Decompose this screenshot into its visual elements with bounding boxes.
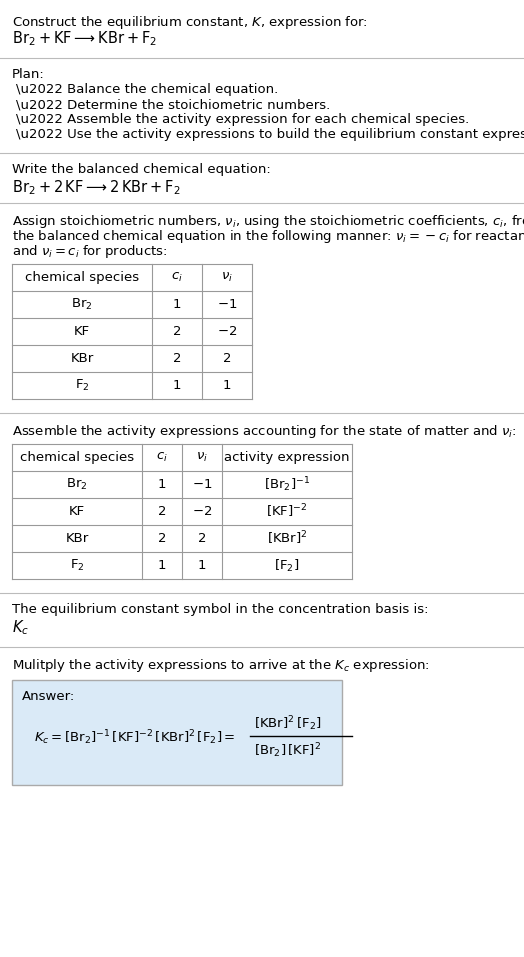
Text: 2: 2 xyxy=(198,532,206,545)
Text: \u2022 Assemble the activity expression for each chemical species.: \u2022 Assemble the activity expression … xyxy=(16,113,470,126)
Text: $\mathrm{Br_2 + KF \longrightarrow KBr + F_2}$: $\mathrm{Br_2 + KF \longrightarrow KBr +… xyxy=(12,29,157,48)
Text: chemical species: chemical species xyxy=(25,271,139,284)
Text: $[\mathrm{KF}]^{-2}$: $[\mathrm{KF}]^{-2}$ xyxy=(266,502,308,521)
Text: Answer:: Answer: xyxy=(22,690,75,703)
Text: $\mathrm{F_2}$: $\mathrm{F_2}$ xyxy=(70,558,84,573)
Text: $K_c = [\mathrm{Br_2}]^{-1}\,[\mathrm{KF}]^{-2}\,[\mathrm{KBr}]^2\,[\mathrm{F_2}: $K_c = [\mathrm{Br_2}]^{-1}\,[\mathrm{KF… xyxy=(34,728,235,746)
Text: $c_i$: $c_i$ xyxy=(156,451,168,464)
Text: 1: 1 xyxy=(173,298,181,311)
Text: Assemble the activity expressions accounting for the state of matter and $\nu_i$: Assemble the activity expressions accoun… xyxy=(12,423,517,440)
Text: $-2$: $-2$ xyxy=(192,505,212,518)
Text: KBr: KBr xyxy=(70,352,94,365)
Text: 2: 2 xyxy=(158,505,166,518)
Text: 1: 1 xyxy=(223,379,231,392)
Text: \u2022 Balance the chemical equation.: \u2022 Balance the chemical equation. xyxy=(16,83,278,96)
Text: $[\mathrm{Br_2}]^{-1}$: $[\mathrm{Br_2}]^{-1}$ xyxy=(264,475,310,494)
Text: the balanced chemical equation in the following manner: $\nu_i = -c_i$ for react: the balanced chemical equation in the fo… xyxy=(12,228,524,245)
Text: 2: 2 xyxy=(173,325,181,338)
Text: $K_c$: $K_c$ xyxy=(12,618,29,636)
Text: and $\nu_i = c_i$ for products:: and $\nu_i = c_i$ for products: xyxy=(12,243,168,260)
Text: $[\mathrm{Br_2}]\,[\mathrm{KF}]^2$: $[\mathrm{Br_2}]\,[\mathrm{KF}]^2$ xyxy=(254,741,321,760)
Text: Plan:: Plan: xyxy=(12,68,45,81)
Text: $\mathrm{Br_2}$: $\mathrm{Br_2}$ xyxy=(66,477,88,492)
Text: $[\mathrm{KBr}]^2$: $[\mathrm{KBr}]^2$ xyxy=(267,530,307,547)
Text: $-1$: $-1$ xyxy=(192,478,212,491)
Text: $\mathrm{Br_2 + 2\,KF \longrightarrow 2\,KBr + F_2}$: $\mathrm{Br_2 + 2\,KF \longrightarrow 2\… xyxy=(12,178,181,197)
FancyBboxPatch shape xyxy=(12,680,342,785)
Text: KF: KF xyxy=(74,325,90,338)
Text: 2: 2 xyxy=(223,352,231,365)
Text: Write the balanced chemical equation:: Write the balanced chemical equation: xyxy=(12,163,271,176)
Text: chemical species: chemical species xyxy=(20,451,134,464)
Text: 1: 1 xyxy=(158,478,166,491)
Text: \u2022 Determine the stoichiometric numbers.: \u2022 Determine the stoichiometric numb… xyxy=(16,98,330,111)
Text: KBr: KBr xyxy=(66,532,89,545)
Text: 1: 1 xyxy=(158,559,166,572)
Text: $\nu_i$: $\nu_i$ xyxy=(196,451,208,464)
Text: 1: 1 xyxy=(198,559,206,572)
Text: 1: 1 xyxy=(173,379,181,392)
Text: 2: 2 xyxy=(158,532,166,545)
Text: Construct the equilibrium constant, $K$, expression for:: Construct the equilibrium constant, $K$,… xyxy=(12,14,368,31)
Text: $\mathrm{F_2}$: $\mathrm{F_2}$ xyxy=(75,378,89,393)
Text: \u2022 Use the activity expressions to build the equilibrium constant expression: \u2022 Use the activity expressions to b… xyxy=(16,128,524,141)
Text: $-1$: $-1$ xyxy=(217,298,237,311)
Text: $\nu_i$: $\nu_i$ xyxy=(221,271,233,284)
Text: $c_i$: $c_i$ xyxy=(171,271,183,284)
Text: KF: KF xyxy=(69,505,85,518)
Text: Assign stoichiometric numbers, $\nu_i$, using the stoichiometric coefficients, $: Assign stoichiometric numbers, $\nu_i$, … xyxy=(12,213,524,230)
Text: Mulitply the activity expressions to arrive at the $K_c$ expression:: Mulitply the activity expressions to arr… xyxy=(12,657,430,674)
Text: 2: 2 xyxy=(173,352,181,365)
Text: $\mathrm{Br_2}$: $\mathrm{Br_2}$ xyxy=(71,297,93,312)
Text: $[\mathrm{KBr}]^2\,[\mathrm{F_2}]$: $[\mathrm{KBr}]^2\,[\mathrm{F_2}]$ xyxy=(254,714,321,733)
Text: $-2$: $-2$ xyxy=(217,325,237,338)
Text: $[\mathrm{F_2}]$: $[\mathrm{F_2}]$ xyxy=(275,557,300,573)
Text: The equilibrium constant symbol in the concentration basis is:: The equilibrium constant symbol in the c… xyxy=(12,603,429,616)
Text: activity expression: activity expression xyxy=(224,451,350,464)
